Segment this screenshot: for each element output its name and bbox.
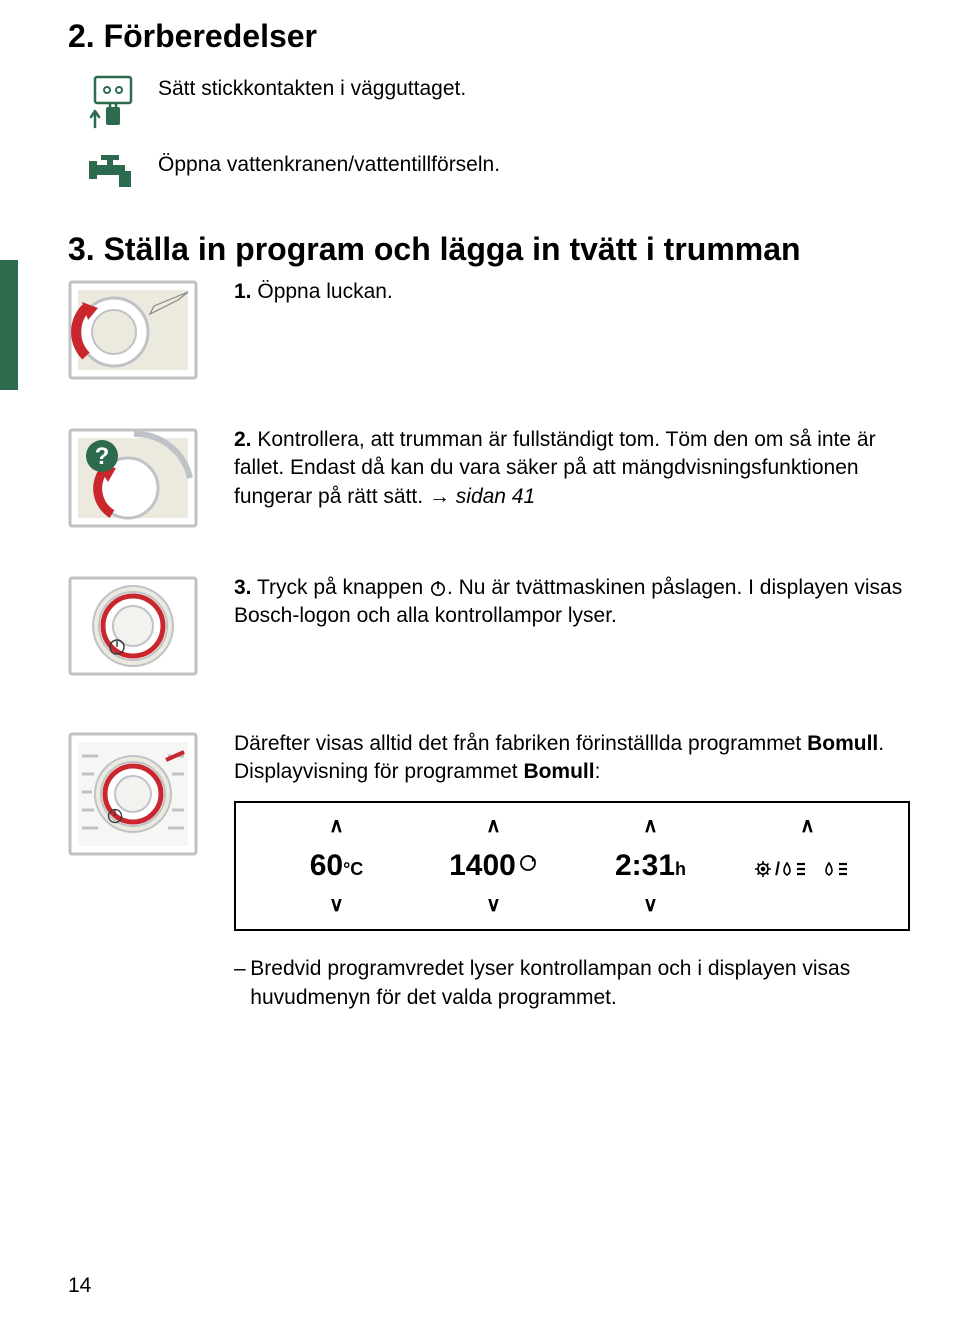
section2-line2: Öppna vattenkranen/vattentillförseln. (158, 151, 500, 179)
afterblock-line-a: Därefter visas alltid det från fabriken … (234, 730, 910, 758)
display-spin-value: 1400 (449, 849, 516, 882)
display-panel: ∧ ∧ ∧ ∧ 60°C 1400 2:31h (234, 801, 910, 932)
bullet-dash: – (234, 955, 250, 1012)
page-number: 14 (68, 1274, 91, 1298)
display-temp-value: 60 (310, 849, 343, 882)
faucet-icon (68, 151, 158, 195)
step3-number: 3. (234, 576, 252, 599)
step1-text: Öppna luckan. (257, 280, 392, 303)
afterblock-line-b-bold: Bomull (523, 760, 594, 783)
chevron-down-icon: ∨ (415, 892, 572, 919)
afterblock-line-a-end: . (878, 732, 884, 755)
chevron-up-icon: ∧ (572, 813, 729, 840)
chevron-down-icon: ∨ (572, 892, 729, 919)
display-time-value: 2:31 (615, 849, 675, 882)
afterblock-line-b-end: : (595, 760, 601, 783)
page-edge-tab (0, 260, 18, 390)
display-time-unit: h (675, 859, 686, 879)
illustration-check-drum: ? (68, 426, 198, 530)
illustration-power-button (68, 574, 198, 678)
section2-line1: Sätt stickkontakten i vägguttaget. (158, 75, 466, 103)
svg-text:/: / (775, 859, 780, 879)
step3-text-a: Tryck på knappen (257, 576, 429, 599)
chevron-up-icon: ∧ (258, 813, 415, 840)
illustration-open-door (68, 278, 198, 382)
step2-text: Kontrollera, att trumman är fullständigt… (234, 428, 876, 508)
afterblock-line-b-text: Displayvisning för programmet (234, 760, 523, 783)
afterblock-line-b: Displayvisning för programmet Bomull: (234, 758, 910, 786)
chevron-down-icon: ∨ (258, 892, 415, 919)
step2-number: 2. (234, 428, 252, 451)
afterblock-line-a-bold: Bomull (807, 732, 878, 755)
chevron-up-icon: ∧ (415, 813, 572, 840)
step2-page-ref: → sidan 41 (429, 485, 535, 508)
section3-heading: 3. Ställa in program och lägga in tvätt … (68, 231, 910, 268)
illustration-program-dial (68, 730, 198, 858)
bullet-text: Bredvid programvredet lyser kontrollampa… (250, 955, 910, 1012)
display-time: 2:31h (572, 846, 729, 887)
plug-icon (68, 75, 158, 135)
afterblock-line-a-text: Därefter visas alltid det från fabriken … (234, 732, 807, 755)
display-temp-unit: °C (343, 859, 363, 879)
display-temperature: 60°C (258, 846, 415, 887)
svg-text:?: ? (95, 443, 110, 470)
step1-number: 1. (234, 280, 252, 303)
section2-heading: 2. Förberedelser (68, 18, 910, 55)
display-symbols: / (729, 853, 886, 883)
power-icon (429, 579, 447, 597)
display-spin: 1400 (415, 846, 572, 887)
spin-icon (518, 853, 538, 873)
chevron-up-icon: ∧ (729, 813, 886, 840)
